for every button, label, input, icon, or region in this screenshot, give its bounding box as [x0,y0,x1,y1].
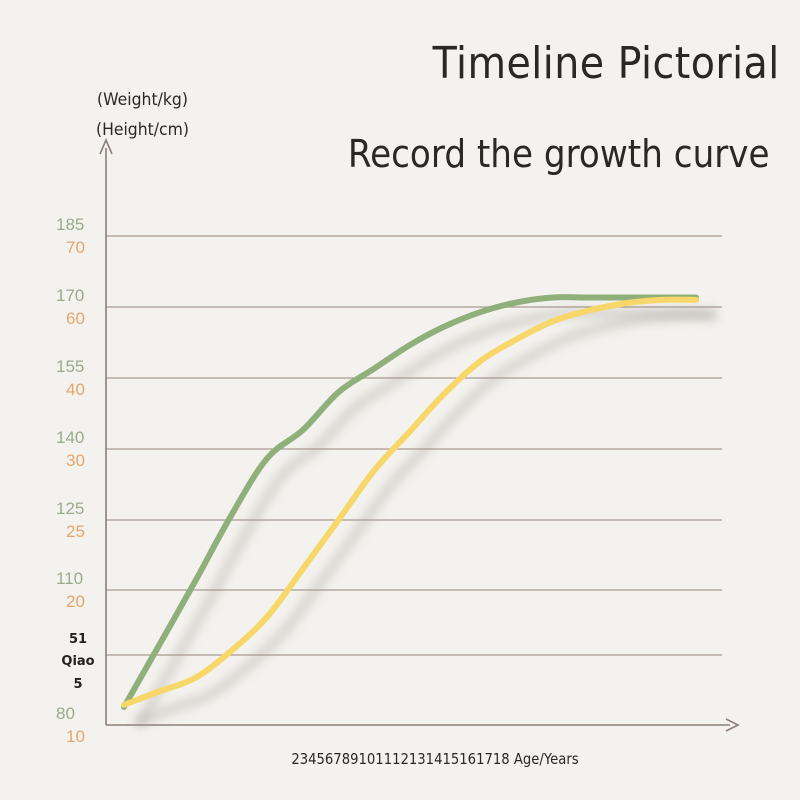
series-1-shadow [135,311,717,726]
chart-title: Timeline Pictorial [432,38,780,89]
weight-tick-label: 60 [66,309,85,328]
chart-subtitle: Record the growth curve [348,132,770,176]
y-axis-arrow-icon [99,137,113,155]
weight-tick-label: 30 [66,451,85,470]
watermark-line-2: Qiao [61,654,95,669]
weight-tick-label: 25 [66,522,85,541]
y-axis-label-height: (Height/cm) [95,120,190,140]
height-tick-label: 110 [56,569,83,588]
weight-tick-label: 40 [66,380,85,399]
height-tick-label: 155 [56,357,84,376]
watermark-line-3: 5 [73,677,83,692]
height-tick-label: 170 [56,286,84,305]
watermark-line-1: 51 [68,632,88,647]
height-tick-label: 140 [56,428,84,447]
x-axis-arrow-icon [725,718,740,732]
series-lines [121,294,699,710]
axes [99,137,740,732]
x-axis-label: 23456789101112131415161718 Age/Years [291,750,579,768]
series-1-line [121,296,699,708]
weight-tick-label: 20 [66,592,85,611]
grid-lines [106,235,722,656]
weight-tick-label: 10 [66,727,85,746]
height-tick-label: 185 [56,215,84,234]
tick-labels: 185 170 155 140 125 110 80 70 60 40 30 25 20 10 [56,215,85,746]
y-axis-label-weight: (Weight/kg) [97,90,188,110]
curve-shadows [135,308,717,728]
weight-tick-label: 70 [66,238,85,257]
height-tick-label: 80 [56,704,75,723]
height-tick-label: 125 [56,499,84,518]
series-0-line [121,294,699,710]
series-0-shadow [135,308,717,728]
